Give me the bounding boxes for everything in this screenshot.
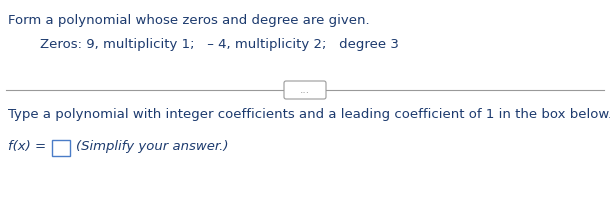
FancyBboxPatch shape	[284, 81, 326, 99]
FancyBboxPatch shape	[52, 140, 70, 156]
Text: (Simplify your answer.): (Simplify your answer.)	[76, 140, 229, 153]
Text: f(x) =: f(x) =	[8, 140, 51, 153]
Text: ...: ...	[300, 85, 310, 95]
Text: Form a polynomial whose zeros and degree are given.: Form a polynomial whose zeros and degree…	[8, 14, 370, 27]
Text: Zeros: 9, multiplicity 1;   – 4, multiplicity 2;   degree 3: Zeros: 9, multiplicity 1; – 4, multiplic…	[40, 38, 399, 51]
Text: Type a polynomial with integer coefficients and a leading coefficient of 1 in th: Type a polynomial with integer coefficie…	[8, 108, 610, 121]
